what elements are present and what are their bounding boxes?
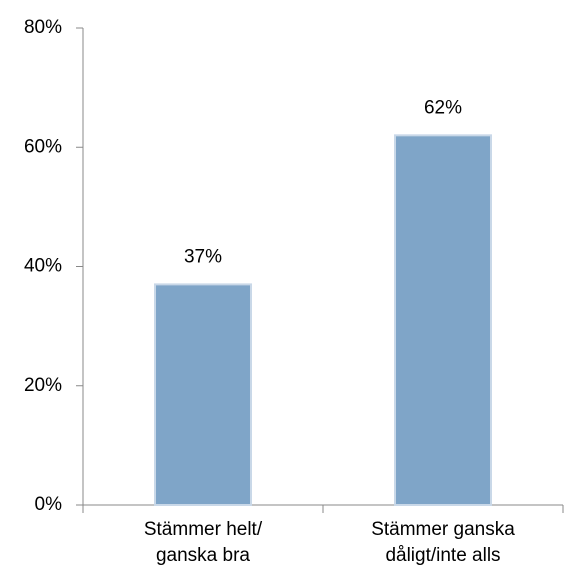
bar bbox=[394, 134, 492, 506]
y-tick-label: 0% bbox=[35, 494, 63, 515]
y-tick-label: 20% bbox=[24, 375, 62, 396]
value-label: 62% bbox=[424, 97, 462, 118]
x-tick-label: Stämmer helt/ganska bra bbox=[144, 519, 263, 566]
bar bbox=[154, 283, 252, 507]
y-tick-label: 40% bbox=[24, 256, 62, 277]
y-tick-label: 80% bbox=[24, 17, 62, 38]
y-tick-label: 60% bbox=[24, 136, 62, 157]
value-label: 37% bbox=[184, 246, 222, 267]
x-tick-label: Stämmer ganska dåligt/inte alls bbox=[371, 519, 515, 566]
